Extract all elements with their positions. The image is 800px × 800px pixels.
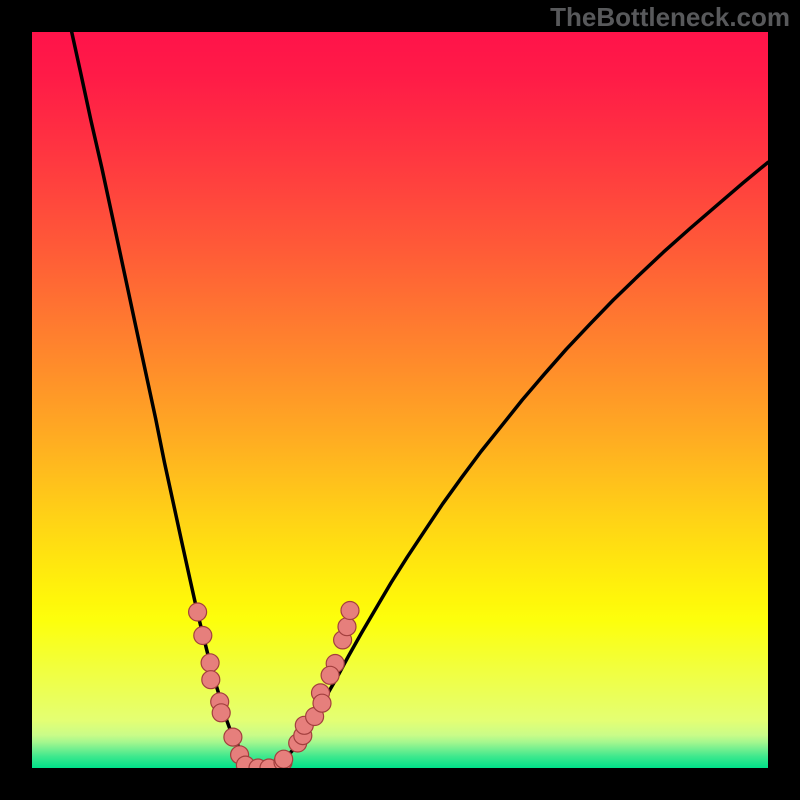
data-point [275,750,293,768]
data-point [201,654,219,672]
data-point [338,618,356,636]
data-point [224,728,242,746]
data-point [202,671,220,689]
data-point [313,694,331,712]
data-point [212,704,230,722]
bottleneck-curve [72,32,768,768]
data-point [189,603,207,621]
data-point [321,666,339,684]
plot-area [32,32,768,768]
watermark: TheBottleneck.com [550,2,790,33]
data-point [194,627,212,645]
plot-svg [32,32,768,768]
data-point [341,602,359,620]
chart-canvas: TheBottleneck.com [0,0,800,800]
